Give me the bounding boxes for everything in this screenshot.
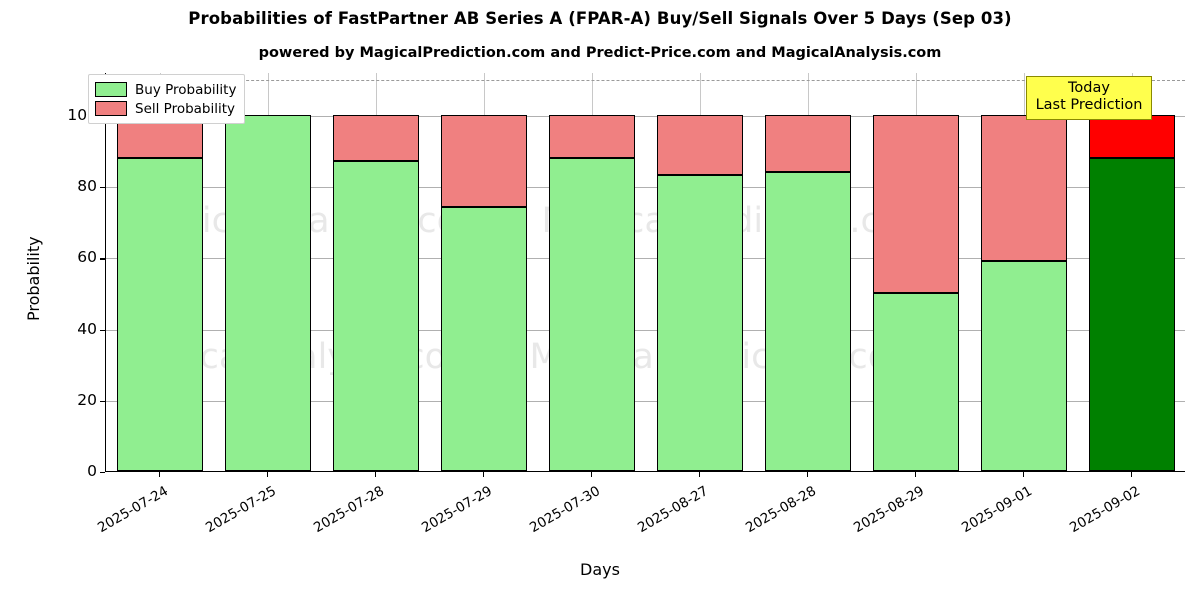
x-axis-tick-label: 2025-08-29 — [851, 483, 927, 537]
legend-swatch-buy-icon — [95, 82, 127, 97]
x-axis-label: Days — [580, 560, 620, 579]
bar-2025-08-27[interactable] — [656, 114, 744, 471]
bar-segment-buy — [440, 207, 528, 471]
x-axis-tick-label: 2025-07-29 — [419, 483, 495, 537]
grid-line-horizontal — [106, 400, 1185, 402]
y-axis-tick-label: 0 — [87, 462, 97, 480]
bar-segment-buy — [332, 161, 420, 471]
bar-segment-sell — [764, 114, 852, 172]
bar-2025-08-29[interactable] — [872, 114, 960, 471]
bar-segment-buy — [548, 157, 636, 471]
x-axis-tick-label: 2025-08-28 — [743, 483, 819, 537]
y-axis-tick-mark — [100, 187, 105, 189]
legend-label-sell: Sell Probability — [135, 100, 236, 117]
legend-swatch-sell-icon — [95, 101, 127, 116]
x-axis-tick-mark — [915, 472, 917, 477]
bar-segment-buy — [1088, 157, 1176, 471]
x-axis-tick-mark — [375, 472, 377, 477]
y-axis-tick-label: 80 — [77, 177, 97, 195]
x-axis-tick-mark — [807, 472, 809, 477]
bar-2025-07-25[interactable] — [224, 114, 312, 471]
bar-segment-sell — [1088, 114, 1176, 158]
bar-2025-07-24[interactable] — [116, 114, 204, 471]
grid-line-horizontal — [106, 115, 1185, 117]
bar-segment-sell — [980, 114, 1068, 261]
x-axis-tick-label: 2025-09-01 — [959, 483, 1035, 537]
y-axis-tick-mark — [100, 472, 105, 474]
x-axis-tick-label: 2025-07-24 — [95, 483, 171, 537]
x-axis-tick-label: 2025-09-02 — [1067, 483, 1143, 537]
y-axis-tick-label: 60 — [77, 248, 97, 267]
x-axis-tick-label: 2025-07-28 — [311, 483, 387, 537]
plot-area: MagicalAnalysis.comMagicalPrediction.com… — [105, 73, 1185, 472]
grid-line-horizontal — [106, 187, 1185, 188]
bar-segment-buy — [224, 114, 312, 471]
x-axis-tick-mark — [591, 472, 593, 477]
x-axis-tick-label: 2025-08-27 — [635, 483, 711, 537]
bar-segment-buy — [656, 175, 744, 471]
x-axis-tick-mark — [159, 472, 161, 477]
bar-segment-sell — [872, 114, 960, 293]
legend-label-buy: Buy Probability — [135, 81, 237, 98]
x-axis-tick-mark — [1023, 472, 1025, 477]
grid-line-horizontal — [106, 258, 1185, 260]
x-axis-tick-label: 2025-07-25 — [203, 483, 279, 537]
bar-2025-07-29[interactable] — [440, 114, 528, 471]
bar-2025-08-28[interactable] — [764, 114, 852, 471]
bar-segment-sell — [656, 114, 744, 176]
bar-2025-09-01[interactable] — [980, 114, 1068, 471]
bar-segment-buy — [980, 260, 1068, 471]
bar-segment-sell — [440, 114, 528, 208]
y-axis-label: Probability — [24, 235, 43, 321]
today-annotation-line2: Last Prediction — [1035, 97, 1143, 114]
reference-line — [106, 80, 1185, 82]
today-annotation: Today Last Prediction — [1026, 76, 1152, 120]
x-axis-tick-mark — [1131, 472, 1133, 477]
bar-segment-sell — [548, 114, 636, 158]
bar-segment-buy — [764, 171, 852, 471]
chart-subtitle: powered by MagicalPrediction.com and Pre… — [258, 45, 942, 61]
x-axis-tick-mark — [699, 472, 701, 477]
grid-line-horizontal — [106, 329, 1185, 331]
y-axis-tick-mark — [100, 329, 105, 331]
legend-item-buy: Buy Probability — [95, 80, 236, 99]
bar-2025-07-30[interactable] — [548, 114, 636, 471]
legend: Buy Probability Sell Probability — [88, 74, 246, 124]
bar-2025-07-28[interactable] — [332, 114, 420, 471]
plot-inner: MagicalAnalysis.comMagicalPrediction.com… — [106, 73, 1185, 471]
x-axis-tick-mark — [483, 472, 485, 477]
bar-segment-buy — [872, 292, 960, 471]
bar-segment-buy — [116, 157, 204, 471]
y-axis-tick-label: 40 — [77, 319, 97, 338]
today-annotation-line1: Today — [1068, 80, 1110, 96]
x-axis-tick-mark — [267, 472, 269, 477]
x-axis-tick-label: 2025-07-30 — [527, 483, 603, 537]
chart-title: Probabilities of FastPartner AB Series A… — [188, 9, 1012, 28]
bar-segment-sell — [332, 114, 420, 162]
bar-2025-09-02[interactable] — [1088, 114, 1176, 471]
y-axis-tick-mark — [100, 400, 105, 403]
y-axis-tick-mark — [100, 258, 105, 260]
y-axis-tick-label: 20 — [77, 390, 97, 409]
legend-item-sell: Sell Probability — [95, 99, 236, 118]
